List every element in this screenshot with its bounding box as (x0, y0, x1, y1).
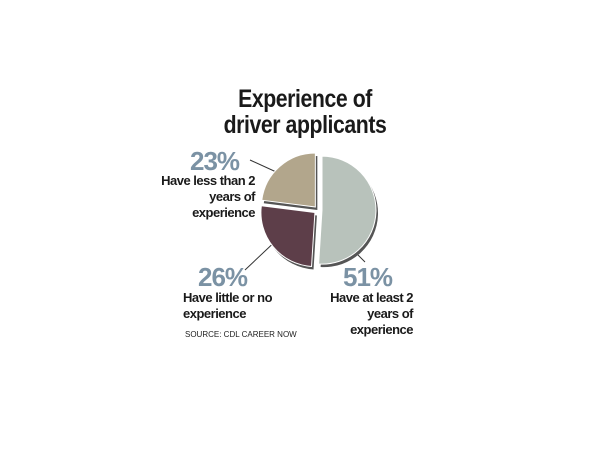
pie-slice (318, 155, 377, 265)
value-label: 51% (343, 262, 393, 292)
value-label: 26% (198, 262, 248, 292)
value-label: 23% (190, 146, 240, 176)
category-label: Have at least 2 years of experience (330, 290, 413, 337)
chart-title: Experience of driver applicants (223, 85, 387, 139)
pie-slice (260, 205, 316, 267)
source-note: SOURCE: CDL CAREER NOW (185, 330, 297, 339)
category-label: Have little or no experience (183, 290, 273, 321)
pie-slice (261, 152, 316, 208)
category-label: Have less than 2 years of experience (161, 173, 255, 220)
